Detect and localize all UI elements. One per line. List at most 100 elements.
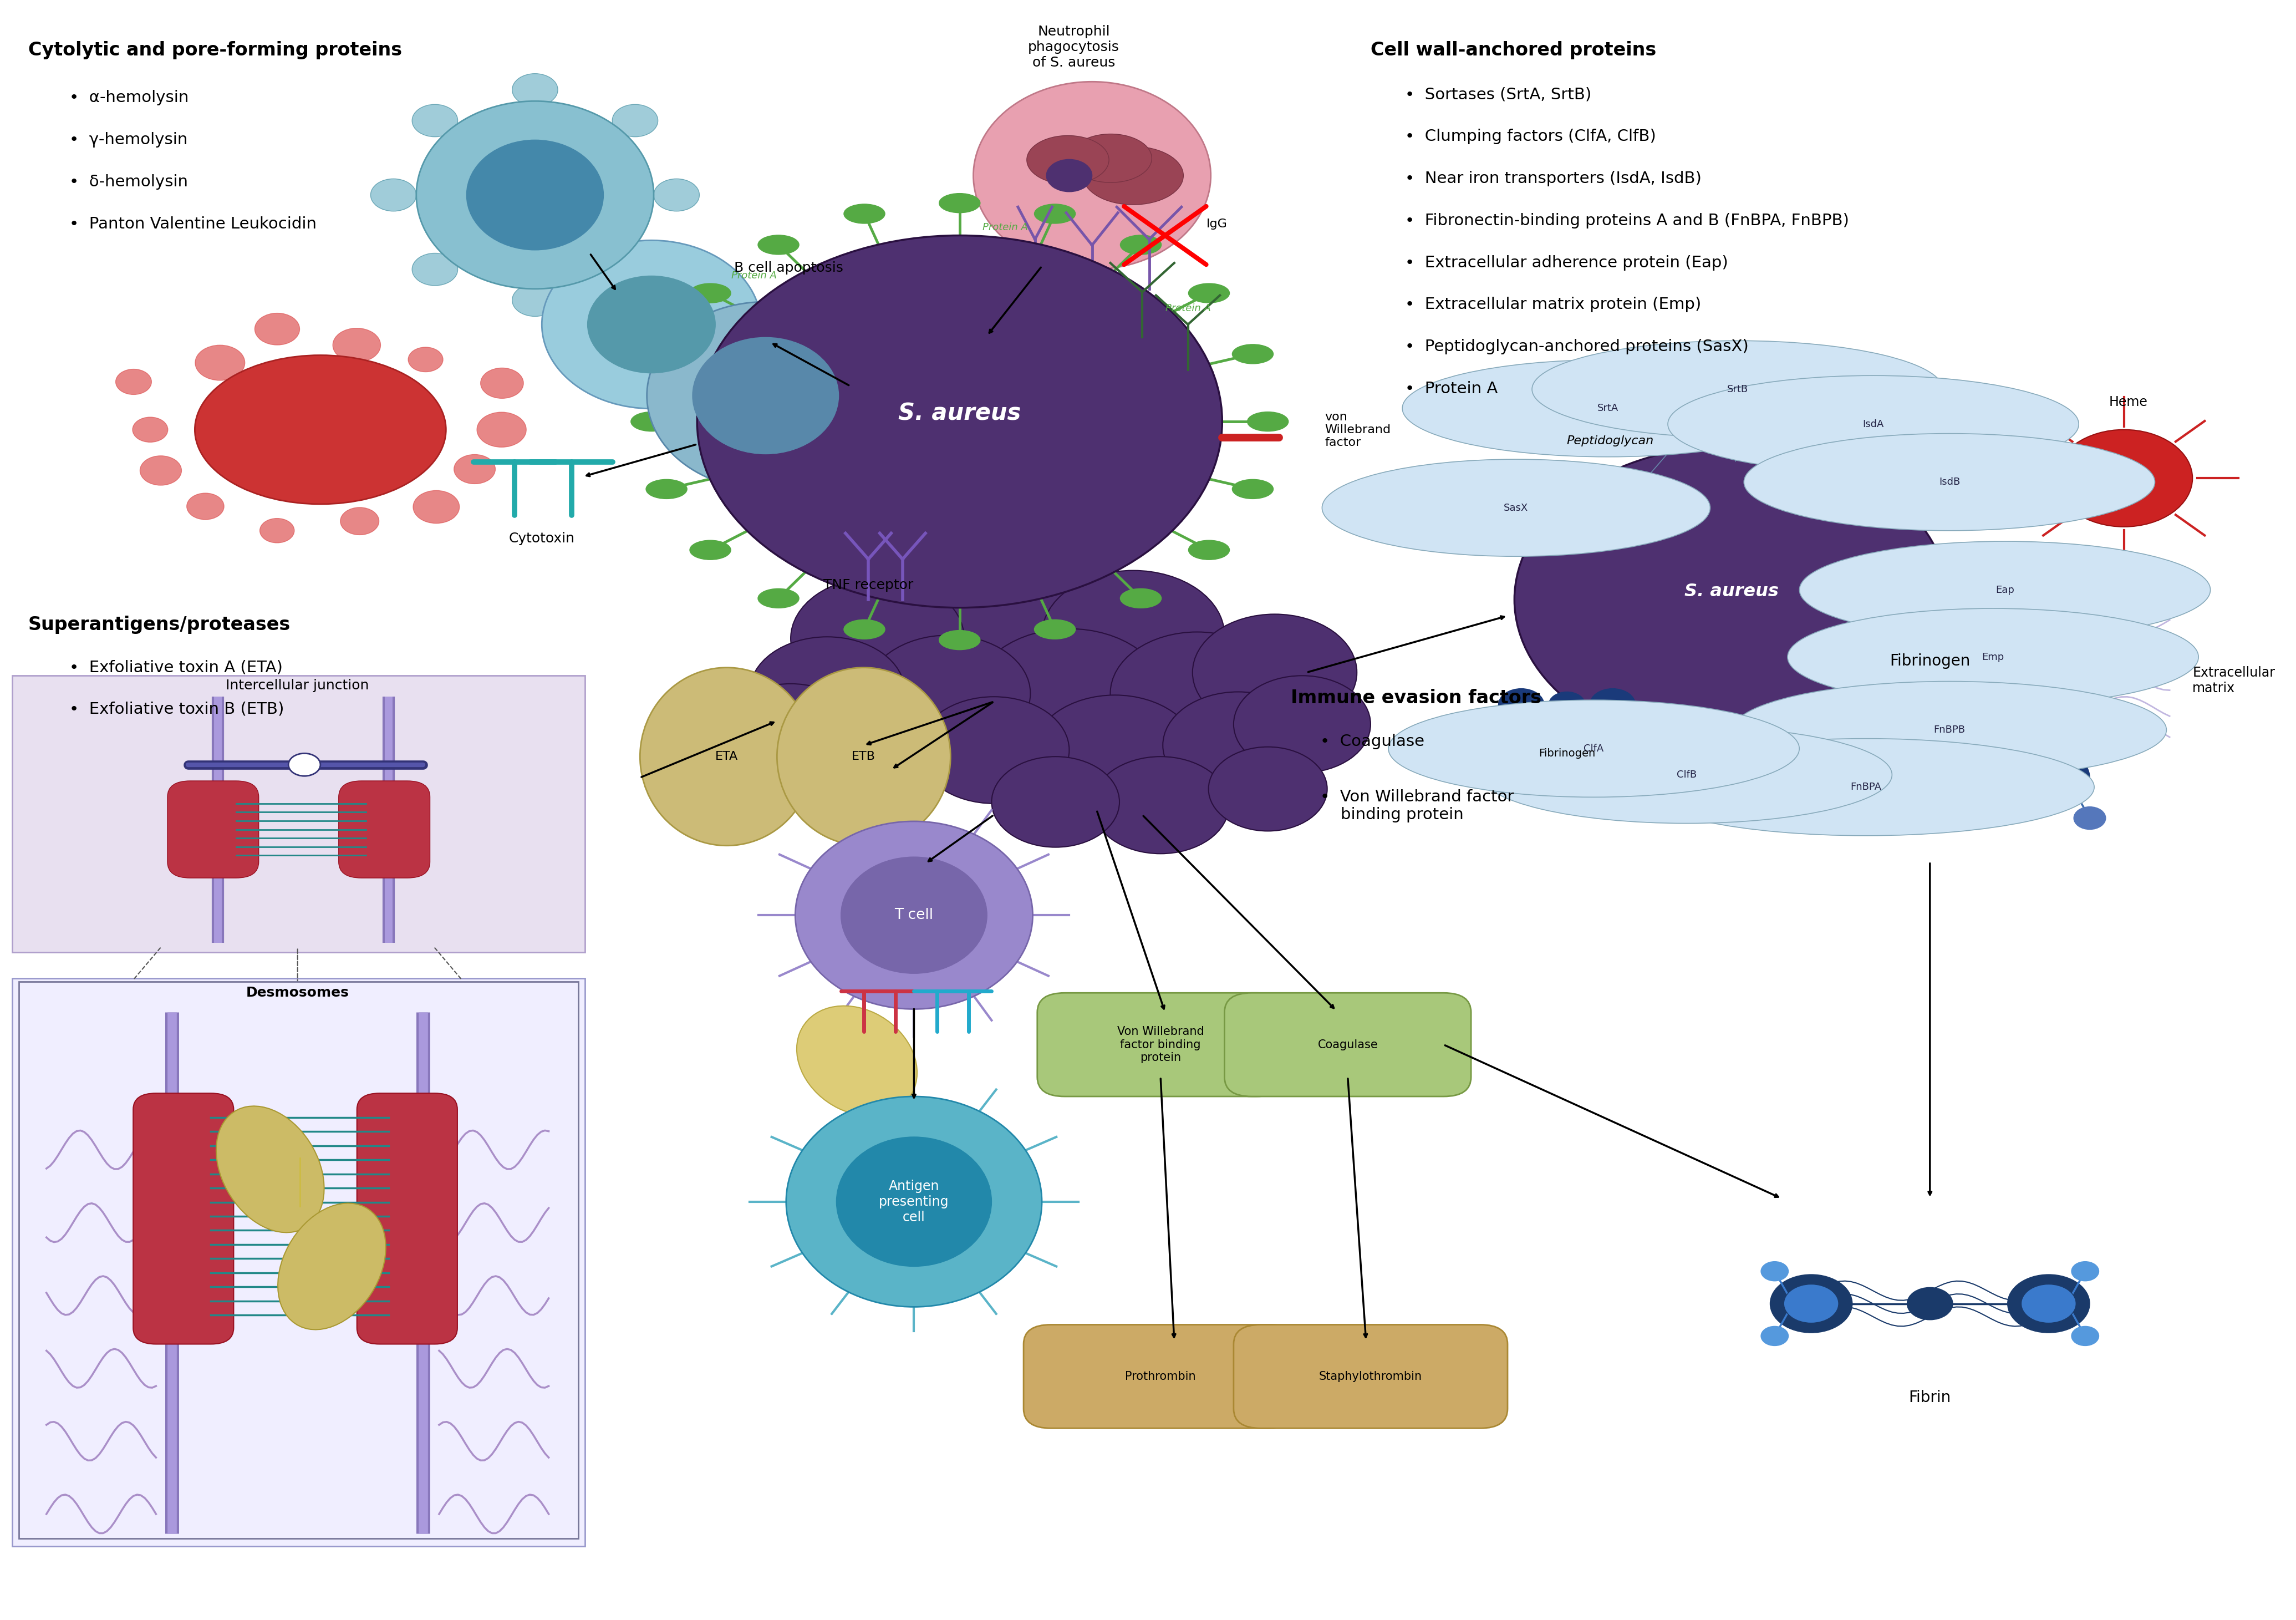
Text: Protein A: Protein A: [732, 271, 776, 280]
Text: FnBPB: FnBPB: [1933, 724, 1965, 735]
Circle shape: [2071, 1262, 2099, 1281]
Circle shape: [992, 757, 1120, 847]
Circle shape: [370, 178, 416, 211]
Ellipse shape: [1189, 283, 1231, 303]
Text: ClfA: ClfA: [1584, 744, 1605, 753]
Ellipse shape: [1120, 588, 1162, 608]
Circle shape: [1784, 758, 1839, 797]
Text: Protein A: Protein A: [983, 222, 1029, 232]
Text: von
Willebrand
factor: von Willebrand factor: [1325, 411, 1391, 449]
Circle shape: [480, 368, 523, 399]
Ellipse shape: [1531, 340, 1942, 437]
Text: Protein A: Protein A: [1166, 303, 1210, 313]
Circle shape: [2055, 429, 2193, 526]
Ellipse shape: [1033, 620, 1075, 638]
Circle shape: [255, 313, 301, 345]
Text: SrtB: SrtB: [1727, 384, 1747, 394]
Text: Heme: Heme: [2110, 395, 2149, 408]
Circle shape: [289, 753, 321, 776]
Circle shape: [140, 455, 181, 486]
Text: •  Clumping factors (ClfA, ClfB): • Clumping factors (ClfA, ClfB): [1405, 128, 1655, 144]
Circle shape: [115, 369, 152, 395]
Text: •  γ-hemolysin: • γ-hemolysin: [69, 131, 188, 147]
Ellipse shape: [1515, 446, 1949, 753]
Ellipse shape: [641, 667, 813, 846]
Circle shape: [1761, 1262, 1789, 1281]
Text: Fibrin: Fibrin: [1908, 1390, 1952, 1405]
Circle shape: [411, 104, 457, 136]
Ellipse shape: [693, 337, 838, 454]
Circle shape: [1162, 692, 1313, 799]
Circle shape: [455, 455, 496, 484]
Text: •  δ-hemolysin: • δ-hemolysin: [69, 173, 188, 190]
Ellipse shape: [1733, 682, 2167, 779]
Circle shape: [1754, 726, 1786, 748]
Text: •  Sortases (SrtA, SrtB): • Sortases (SrtA, SrtB): [1405, 86, 1591, 102]
Text: ClfB: ClfB: [1676, 769, 1697, 779]
Ellipse shape: [845, 204, 884, 224]
Text: •  Protein A: • Protein A: [1405, 381, 1497, 397]
Ellipse shape: [631, 411, 673, 431]
FancyBboxPatch shape: [1038, 993, 1283, 1097]
Ellipse shape: [785, 1097, 1042, 1307]
Circle shape: [613, 253, 659, 285]
FancyBboxPatch shape: [168, 781, 259, 878]
Circle shape: [1919, 708, 1942, 724]
Circle shape: [1908, 761, 1954, 794]
Ellipse shape: [1033, 204, 1075, 224]
Circle shape: [259, 518, 294, 543]
Text: Emp: Emp: [1981, 651, 2004, 663]
Circle shape: [1919, 750, 1942, 766]
Ellipse shape: [758, 588, 799, 608]
Ellipse shape: [1120, 235, 1162, 254]
Ellipse shape: [1667, 376, 2078, 473]
Circle shape: [2007, 748, 2089, 807]
Ellipse shape: [416, 100, 654, 288]
FancyBboxPatch shape: [133, 1094, 234, 1345]
Circle shape: [1192, 614, 1357, 731]
Ellipse shape: [278, 1204, 386, 1330]
Ellipse shape: [689, 283, 730, 303]
Circle shape: [478, 411, 526, 447]
Text: Superantigens/proteases: Superantigens/proteases: [28, 616, 292, 633]
Text: Prothrombin: Prothrombin: [1125, 1371, 1196, 1382]
Text: TNF receptor: TNF receptor: [824, 578, 914, 591]
Circle shape: [654, 178, 700, 211]
Text: Von Willebrand
factor binding
protein: Von Willebrand factor binding protein: [1118, 1025, 1203, 1063]
Circle shape: [411, 253, 457, 285]
Ellipse shape: [1403, 360, 1814, 457]
Ellipse shape: [1389, 700, 1800, 797]
Ellipse shape: [794, 821, 1033, 1009]
Text: Immune evasion factors: Immune evasion factors: [1290, 688, 1541, 706]
Circle shape: [2071, 1327, 2099, 1346]
Text: •  Extracellular adherence protein (Eap): • Extracellular adherence protein (Eap): [1405, 254, 1729, 271]
Ellipse shape: [1789, 609, 2200, 706]
Circle shape: [1499, 688, 1545, 721]
Ellipse shape: [1189, 541, 1231, 559]
Circle shape: [1754, 807, 1786, 829]
Text: •  Exfoliative toxin A (ETA): • Exfoliative toxin A (ETA): [69, 659, 282, 676]
Text: Coagulase: Coagulase: [1318, 1038, 1378, 1050]
Ellipse shape: [939, 630, 980, 650]
Text: Extracellular
matrix: Extracellular matrix: [2193, 666, 2275, 695]
Text: •  Near iron transporters (IsdA, IsdB): • Near iron transporters (IsdA, IsdB): [1405, 170, 1701, 186]
Text: Intercellular junction: Intercellular junction: [225, 679, 370, 692]
Circle shape: [723, 684, 859, 781]
Ellipse shape: [645, 480, 687, 499]
Text: Cell wall-anchored proteins: Cell wall-anchored proteins: [1371, 40, 1655, 60]
Ellipse shape: [1084, 146, 1182, 204]
Ellipse shape: [845, 620, 884, 638]
Circle shape: [1093, 757, 1228, 854]
Ellipse shape: [466, 139, 604, 249]
Ellipse shape: [542, 240, 760, 408]
Circle shape: [1042, 570, 1224, 700]
Ellipse shape: [974, 81, 1210, 269]
FancyBboxPatch shape: [11, 676, 585, 953]
Circle shape: [1919, 692, 1942, 708]
Circle shape: [974, 629, 1164, 765]
Text: IsdB: IsdB: [1938, 476, 1961, 488]
Text: •  Panton Valentine Leukocidin: • Panton Valentine Leukocidin: [69, 215, 317, 232]
Ellipse shape: [840, 857, 987, 974]
Circle shape: [186, 492, 225, 520]
Circle shape: [2073, 726, 2105, 748]
